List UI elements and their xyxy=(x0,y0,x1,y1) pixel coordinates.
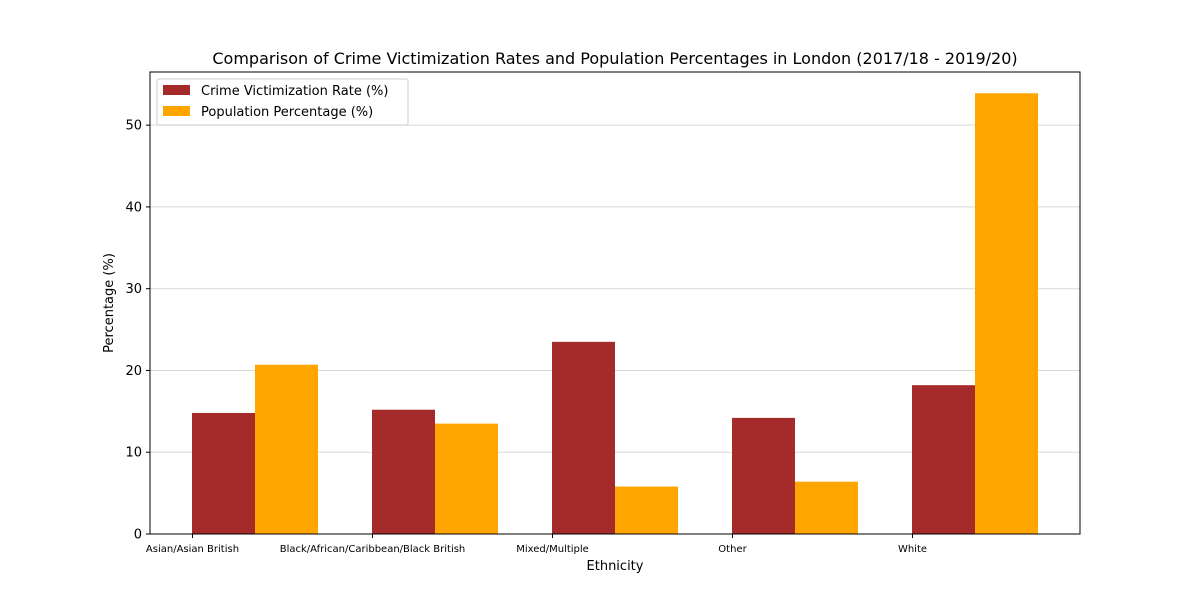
x-tick-label: Black/African/Caribbean/Black British xyxy=(280,544,466,555)
x-tick-label: Other xyxy=(718,544,747,555)
y-tick-label: 40 xyxy=(125,200,142,215)
x-tick-label: Asian/Asian British xyxy=(146,544,239,555)
y-tick-label: 0 xyxy=(134,528,142,543)
legend-label-crime-rate: Crime Victimization Rate (%) xyxy=(201,84,388,99)
chart-title: Comparison of Crime Victimization Rates … xyxy=(212,49,1017,68)
y-tick-label: 50 xyxy=(125,119,142,134)
bar-population-percentage-mixed-multiple xyxy=(615,486,678,534)
y-tick-label: 20 xyxy=(125,364,142,379)
x-tick-label: White xyxy=(898,544,927,555)
x-tick-label: Mixed/Multiple xyxy=(516,544,589,555)
legend-swatch-crime-rate xyxy=(163,85,190,95)
y-tick-label: 10 xyxy=(125,446,142,461)
bar-crime-victimization-rate-other xyxy=(732,417,795,534)
legend-box xyxy=(156,78,409,126)
bar-crime-victimization-rate-white xyxy=(912,385,975,534)
x-axis: Asian/Asian British Black/African/Caribbe… xyxy=(146,534,927,555)
bar-population-percentage-black-african-caribbean-black-british xyxy=(435,423,498,534)
bar-population-percentage-other xyxy=(795,481,858,534)
legend-swatch-population xyxy=(163,106,190,116)
bar-population-percentage-white xyxy=(975,93,1038,534)
y-axis: 0 10 20 30 40 50 xyxy=(125,119,150,543)
bars xyxy=(192,93,1038,534)
x-axis-label: Ethnicity xyxy=(587,559,644,574)
y-tick-label: 30 xyxy=(125,282,142,297)
bar-crime-victimization-rate-black-african-caribbean-black-british xyxy=(372,409,435,534)
bar-crime-victimization-rate-mixed-multiple xyxy=(552,341,615,534)
y-axis-label: Percentage (%) xyxy=(102,253,117,353)
plot-frame xyxy=(149,71,1081,535)
bar-population-percentage-asian-asian-british xyxy=(255,364,318,534)
bar-crime-victimization-rate-asian-asian-british xyxy=(192,412,255,534)
legend: Crime Victimization Rate (%) Population … xyxy=(156,78,409,126)
legend-label-population: Population Percentage (%) xyxy=(201,105,373,120)
